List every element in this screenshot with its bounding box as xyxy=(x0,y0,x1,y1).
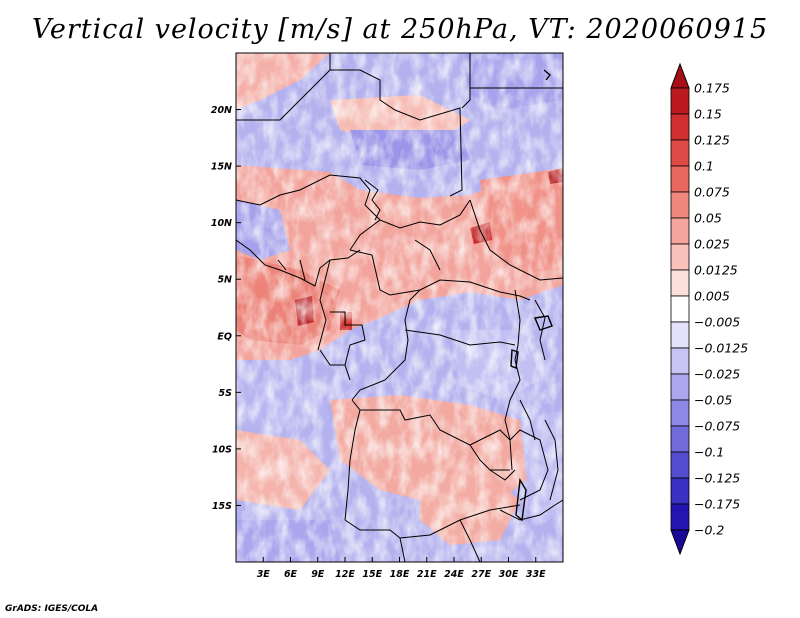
lat-tick-label: 10N xyxy=(211,218,232,229)
chart-title: Vertical velocity [m/s] at 250hPa, VT: 2… xyxy=(31,14,769,45)
colorbar-label: 0.125 xyxy=(694,133,730,148)
lat-tick-label: 15N xyxy=(211,162,232,173)
colorbar-swatch xyxy=(670,503,690,531)
lat-tick-label: 10S xyxy=(212,444,232,455)
colorbar-swatch xyxy=(670,113,690,141)
colorbar-label: 0.025 xyxy=(694,237,730,252)
lon-tick-label: 15E xyxy=(362,569,382,580)
colorbar-label: −0.2 xyxy=(694,523,724,538)
colorbar-label: −0.005 xyxy=(694,315,740,330)
boundaries xyxy=(236,53,563,562)
lakes xyxy=(510,69,553,522)
colorbar-swatch xyxy=(670,347,690,375)
colorbar-bottom-arrow xyxy=(670,529,690,556)
lon-tick-label: 3E xyxy=(257,569,271,580)
lon-tick-label: 24E xyxy=(444,569,464,580)
lon-tick-label: 18E xyxy=(390,569,410,580)
colorbar-swatch xyxy=(670,451,690,479)
colorbar-label: −0.1 xyxy=(694,445,724,460)
colorbar-swatch xyxy=(670,243,690,271)
lat-tick-label: 15S xyxy=(212,501,232,512)
colorbar-label: −0.125 xyxy=(694,471,740,486)
lat-tick-label: EQ xyxy=(217,331,232,342)
colorbar-label: 0.175 xyxy=(694,81,730,96)
lat-axis: 20N 15N 10N 5N EQ 5S 10S 15S xyxy=(211,105,241,512)
colorbar-label: 0.075 xyxy=(694,185,730,200)
lon-tick-label: 21E xyxy=(417,569,437,580)
colorbar-swatch xyxy=(670,87,690,115)
colorbar-label: −0.05 xyxy=(694,393,732,408)
colorbar-label: 0.05 xyxy=(694,211,722,226)
field-layer xyxy=(236,53,563,562)
colorbar-swatch xyxy=(670,191,690,219)
lon-tick-label: 9E xyxy=(311,569,325,580)
colorbar-label: 0.0125 xyxy=(694,263,738,278)
lon-tick-label: 27E xyxy=(471,569,491,580)
lat-tick-label: 5N xyxy=(217,275,232,286)
lon-axis: 3E 6E 9E 12E 15E 18E 21E 24E 27E 30E 33E xyxy=(257,557,546,580)
grads-credit: GrADS: IGES/COLA xyxy=(5,604,99,614)
colorbar-label: −0.175 xyxy=(694,497,740,512)
colorbar-label: −0.025 xyxy=(694,367,740,382)
colorbar-swatch xyxy=(670,321,690,349)
colorbar-swatch xyxy=(670,373,690,401)
colorbar-label: 0.1 xyxy=(694,159,714,174)
lon-tick-label: 12E xyxy=(335,569,355,580)
colorbar-label: −0.075 xyxy=(694,419,740,434)
colorbar-swatch xyxy=(670,139,690,167)
lat-tick-label: 20N xyxy=(211,105,232,116)
colorbar-swatch xyxy=(670,165,690,193)
colorbar-label: 0.005 xyxy=(694,289,730,304)
colorbar-swatch xyxy=(670,269,690,297)
lon-tick-label: 30E xyxy=(499,569,519,580)
lon-tick-label: 6E xyxy=(284,569,298,580)
colorbar-swatch xyxy=(670,217,690,245)
colorbar-swatch xyxy=(670,399,690,427)
lat-tick-label: 5S xyxy=(219,388,233,399)
colorbar-swatch xyxy=(670,425,690,453)
colorbar-swatch xyxy=(670,477,690,505)
colorbar-swatch xyxy=(670,295,690,323)
colorbar-label: 0.15 xyxy=(694,107,722,122)
colorbar-label: −0.0125 xyxy=(694,341,748,356)
lon-tick-label: 33E xyxy=(526,569,546,580)
colorbar-top-arrow xyxy=(670,62,690,89)
